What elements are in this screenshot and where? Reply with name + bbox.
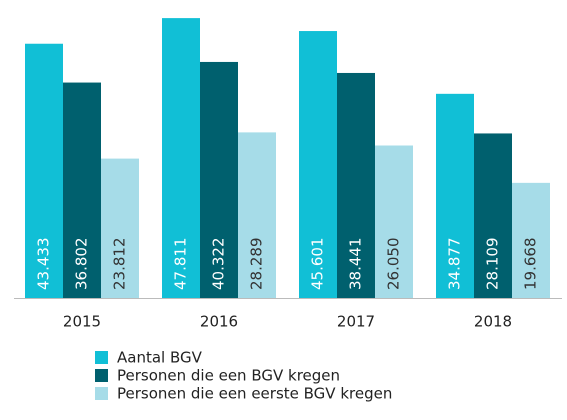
x-tick-label: 2017 bbox=[337, 313, 375, 331]
data-label: 36.802 bbox=[73, 238, 91, 291]
legend-label: Personen die een BGV kregen bbox=[117, 367, 340, 385]
legend-label: Personen die een eerste BGV kregen bbox=[117, 385, 392, 403]
data-label: 34.877 bbox=[446, 238, 464, 291]
data-label: 45.601 bbox=[309, 238, 327, 291]
bar bbox=[162, 18, 200, 298]
legend-swatch bbox=[95, 387, 108, 400]
bar bbox=[474, 133, 512, 298]
legend-label: Aantal BGV bbox=[117, 349, 203, 367]
bar bbox=[436, 93, 474, 299]
bar bbox=[299, 31, 337, 298]
data-label: 23.812 bbox=[111, 238, 129, 291]
data-label: 19.668 bbox=[522, 238, 540, 291]
bar bbox=[63, 82, 101, 298]
data-label: 47.811 bbox=[172, 238, 190, 291]
x-tick-label: 2016 bbox=[200, 313, 238, 331]
data-label: 28.289 bbox=[248, 238, 266, 291]
x-tick-label: 2015 bbox=[63, 313, 101, 331]
bar bbox=[375, 145, 413, 298]
data-label: 43.433 bbox=[35, 238, 53, 291]
bar bbox=[200, 61, 238, 299]
x-tick-label: 2018 bbox=[474, 313, 512, 331]
data-label: 38.441 bbox=[347, 238, 365, 291]
legend-swatch bbox=[95, 369, 108, 382]
bar bbox=[512, 182, 550, 298]
bar bbox=[238, 132, 276, 298]
data-label: 40.322 bbox=[210, 238, 228, 291]
data-label: 26.050 bbox=[385, 238, 403, 291]
data-label: 28.109 bbox=[484, 238, 502, 291]
bar bbox=[101, 158, 139, 298]
bar bbox=[25, 43, 63, 299]
bar bbox=[337, 72, 375, 298]
legend-swatch bbox=[95, 351, 108, 364]
